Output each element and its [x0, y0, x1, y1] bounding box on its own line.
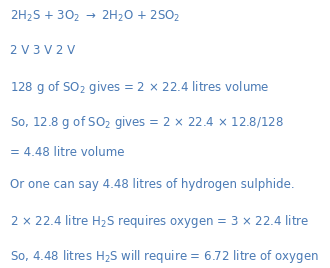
Text: 2 V 3 V 2 V: 2 V 3 V 2 V — [10, 44, 75, 57]
Text: Or one can say 4.48 litres of hydrogen sulphide.: Or one can say 4.48 litres of hydrogen s… — [10, 178, 294, 191]
Text: So, 12.8 g of SO$_2$ gives = 2 $\times$ 22.4 $\times$ 12.8/128: So, 12.8 g of SO$_2$ gives = 2 $\times$ … — [10, 114, 284, 131]
Text: = 4.48 litre volume: = 4.48 litre volume — [10, 146, 124, 159]
Text: 2H$_2$S + 3O$_2$ $\rightarrow$ 2H$_2$O + 2SO$_2$: 2H$_2$S + 3O$_2$ $\rightarrow$ 2H$_2$O +… — [10, 9, 180, 24]
Text: 2 $\times$ 22.4 litre H$_2$S requires oxygen = 3 $\times$ 22.4 litre: 2 $\times$ 22.4 litre H$_2$S requires ox… — [10, 213, 309, 230]
Text: So, 4.48 litres H$_2$S will require = 6.72 litre of oxygen: So, 4.48 litres H$_2$S will require = 6.… — [10, 248, 319, 265]
Text: 128 g of SO$_2$ gives = 2 $\times$ 22.4 litres volume: 128 g of SO$_2$ gives = 2 $\times$ 22.4 … — [10, 79, 270, 96]
